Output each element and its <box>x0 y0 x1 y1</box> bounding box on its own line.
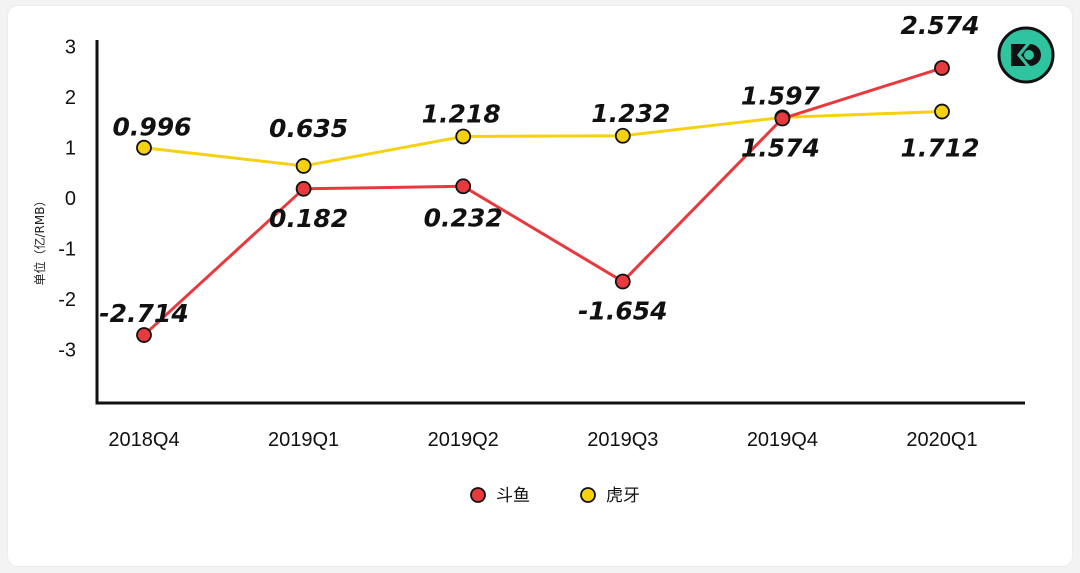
y-tick-label: 3 <box>65 37 76 59</box>
data-point <box>136 139 152 156</box>
data-point <box>614 273 631 290</box>
series-line <box>143 110 943 168</box>
y-axis-label: 单位（亿/RMB） <box>32 195 47 286</box>
data-point <box>455 178 472 195</box>
data-label: 2.574 <box>900 11 979 40</box>
data-point <box>934 60 950 76</box>
data-label: 0.996 <box>112 113 191 142</box>
data-label: 0.182 <box>269 204 348 233</box>
series-layer <box>136 60 950 343</box>
data-label: 1.218 <box>422 99 501 128</box>
y-tick-label: 1 <box>65 138 76 160</box>
ko-logo-icon <box>997 26 1055 84</box>
data-point <box>934 103 950 120</box>
y-tick-labels: 3 2 1 0 -1 -2 -3 <box>58 37 76 362</box>
data-point <box>295 158 312 174</box>
y-tick-label: 2 <box>65 87 76 109</box>
x-tick-labels: 2018Q4 2019Q1 2019Q2 2019Q3 2019Q4 2020Q1 <box>108 429 977 451</box>
data-point <box>295 180 312 197</box>
legend-label: 斗鱼 <box>496 486 530 506</box>
x-tick-label: 2019Q3 <box>587 429 658 451</box>
legend-marker <box>470 487 486 503</box>
data-point <box>614 127 631 144</box>
x-tick-label: 2020Q1 <box>906 429 977 451</box>
series-line <box>142 66 943 337</box>
data-point <box>455 128 472 145</box>
data-point <box>136 327 152 343</box>
data-point <box>774 110 791 127</box>
data-label: -2.714 <box>99 299 188 328</box>
data-label: 1.712 <box>900 134 979 163</box>
x-tick-label: 2019Q1 <box>268 429 339 451</box>
legend: 斗鱼 虎牙 <box>470 486 640 506</box>
legend-label: 虎牙 <box>606 486 640 506</box>
y-tick-label: -3 <box>58 340 76 362</box>
chart-card <box>8 6 1072 566</box>
data-label: 0.635 <box>269 114 348 143</box>
y-tick-label: -1 <box>58 239 76 261</box>
y-tick-label: -2 <box>58 289 76 311</box>
data-labels: -2.714 0.182 0.232 -1.654 1.574 2.574 0.996 0.6… <box>99 11 979 328</box>
data-label: 1.574 <box>741 134 820 163</box>
x-tick-label: 2019Q4 <box>747 429 818 451</box>
x-tick-label: 2019Q2 <box>428 429 499 451</box>
data-label: 1.597 <box>741 81 821 110</box>
data-label: -1.654 <box>578 297 667 326</box>
data-label: 0.232 <box>424 203 503 232</box>
legend-marker <box>580 487 596 503</box>
y-tick-label: 0 <box>65 188 76 210</box>
data-label: 1.232 <box>591 99 670 128</box>
x-tick-label: 2018Q4 <box>108 429 179 451</box>
